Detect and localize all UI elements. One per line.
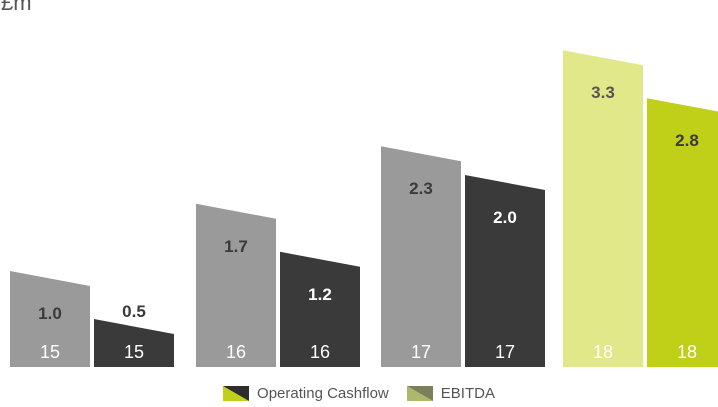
category-label-ebitda-15: 15 bbox=[40, 342, 60, 362]
bar-ebitda-18 bbox=[563, 50, 643, 367]
legend-item-ebitda: EBITDA bbox=[406, 385, 495, 402]
legend-label-cashflow: Operating Cashflow bbox=[257, 385, 389, 402]
legend-item-cashflow: Operating Cashflow bbox=[223, 386, 389, 401]
bar-cashflow-18 bbox=[647, 98, 718, 367]
value-label-ebitda-15: 1.0 bbox=[38, 304, 62, 323]
value-label-cashflow-17: 2.0 bbox=[493, 208, 517, 227]
bar-ebitda-16 bbox=[196, 203, 276, 367]
category-label-ebitda-17: 17 bbox=[411, 342, 431, 362]
value-label-ebitda-17: 2.3 bbox=[409, 179, 433, 198]
legend-swatch-ebitda bbox=[406, 386, 433, 401]
bar-ebitda-15 bbox=[10, 271, 90, 367]
bar-cashflow-15 bbox=[94, 319, 174, 367]
category-label-cashflow-17: 17 bbox=[495, 342, 515, 362]
category-label-cashflow-16: 16 bbox=[310, 342, 330, 362]
legend: Operating Cashflow EBITDA bbox=[0, 386, 718, 401]
unit-label: £m bbox=[1, 0, 32, 15]
value-label-cashflow-15: 0.5 bbox=[122, 302, 146, 321]
category-label-ebitda-16: 16 bbox=[226, 342, 246, 362]
legend-swatch-cashflow bbox=[223, 386, 250, 401]
bar-cashflow-16 bbox=[280, 251, 360, 367]
bar-cashflow-17 bbox=[465, 175, 545, 367]
bar-ebitda-17 bbox=[381, 146, 461, 367]
value-label-ebitda-18: 3.3 bbox=[591, 83, 615, 102]
category-label-cashflow-15: 15 bbox=[124, 342, 144, 362]
value-label-ebitda-16: 1.7 bbox=[224, 237, 248, 256]
value-label-cashflow-18: 2.8 bbox=[675, 131, 699, 150]
value-label-cashflow-16: 1.2 bbox=[308, 285, 332, 304]
legend-label-ebitda: EBITDA bbox=[440, 385, 495, 402]
category-label-ebitda-18: 18 bbox=[593, 342, 613, 362]
category-label-cashflow-18: 18 bbox=[677, 342, 697, 362]
